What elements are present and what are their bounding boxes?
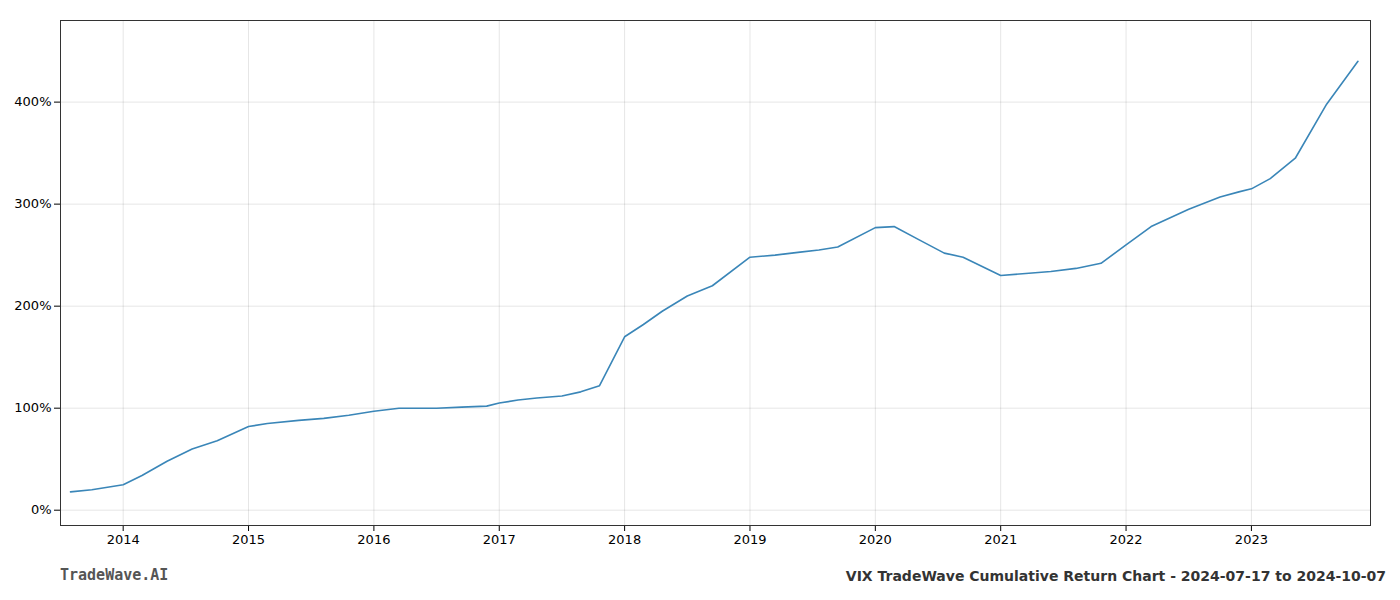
svg-text:2018: 2018 bbox=[608, 532, 641, 547]
html-text:TradeWave.AI: TradeWave.AI bbox=[60, 566, 169, 584]
svg-text:2015: 2015 bbox=[232, 532, 265, 547]
svg-text:2021: 2021 bbox=[984, 532, 1017, 547]
svg-text:400%: 400% bbox=[14, 94, 51, 109]
svg-text:0%: 0% bbox=[31, 502, 52, 517]
svg-text:2014: 2014 bbox=[107, 532, 140, 547]
svg-text:2022: 2022 bbox=[1110, 532, 1143, 547]
svg-text:2023: 2023 bbox=[1235, 532, 1268, 547]
svg-text:2020: 2020 bbox=[859, 532, 892, 547]
svg-text:200%: 200% bbox=[14, 298, 51, 313]
svg-text:2017: 2017 bbox=[483, 532, 516, 547]
html-text:VIX TradeWave Cumulative Retur: VIX TradeWave Cumulative Return Chart - … bbox=[845, 568, 1386, 584]
svg-text:2016: 2016 bbox=[357, 532, 390, 547]
svg-text:100%: 100% bbox=[14, 400, 51, 415]
svg-text:2019: 2019 bbox=[733, 532, 766, 547]
svg-text:300%: 300% bbox=[14, 196, 51, 211]
